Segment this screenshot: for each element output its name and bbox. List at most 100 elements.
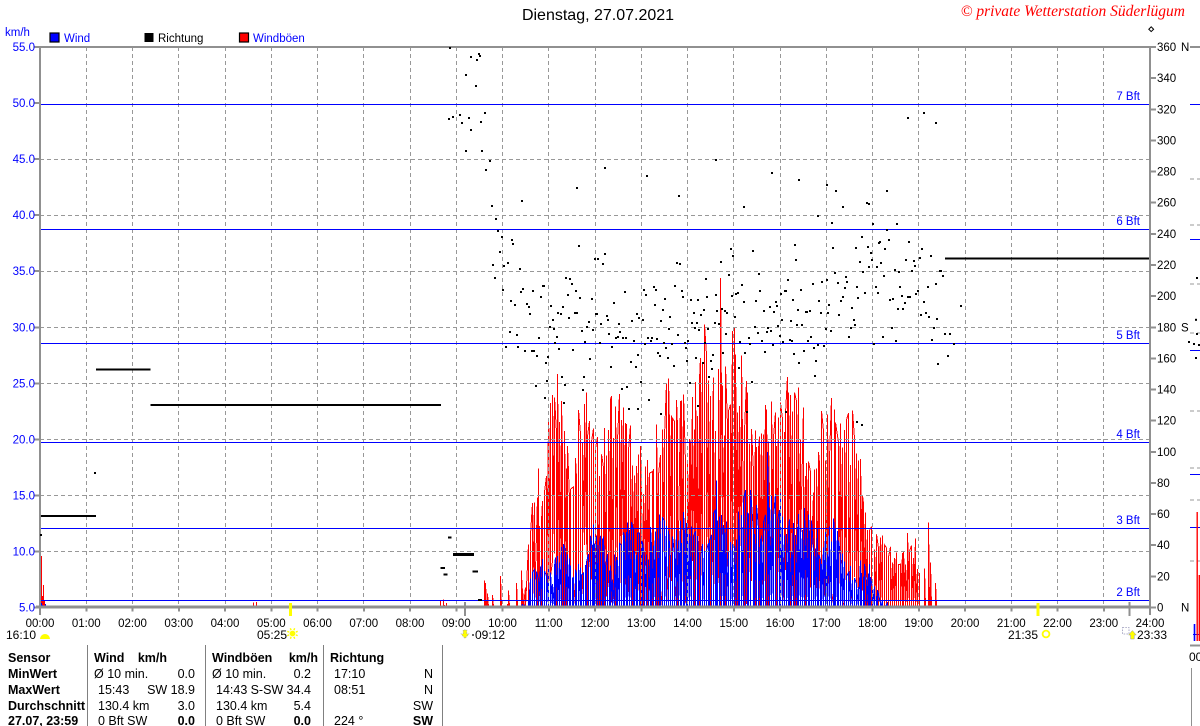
svg-text:180: 180 [1157, 322, 1176, 334]
svg-text:N: N [424, 683, 433, 697]
svg-text:4 Bft: 4 Bft [1116, 429, 1140, 441]
svg-text:km/h: km/h [138, 651, 167, 665]
svg-text:07:00: 07:00 [349, 618, 378, 630]
svg-text:02:00: 02:00 [118, 618, 147, 630]
svg-text:Ø 10 min.: Ø 10 min. [212, 667, 266, 681]
svg-text:20: 20 [1157, 571, 1170, 583]
svg-text:320: 320 [1157, 104, 1176, 116]
svg-text:5 Bft: 5 Bft [1116, 330, 1140, 342]
svg-text:15:43: 15:43 [98, 683, 129, 697]
svg-text:13:00: 13:00 [627, 618, 656, 630]
svg-text:MaxWert: MaxWert [8, 683, 61, 697]
svg-text:18:00: 18:00 [858, 618, 887, 630]
svg-text:Windböen: Windböen [253, 33, 305, 45]
svg-text:08:00: 08:00 [396, 618, 425, 630]
svg-text:N: N [1181, 603, 1189, 615]
svg-text:01:00: 01:00 [72, 618, 101, 630]
svg-text:0.2: 0.2 [294, 667, 311, 681]
svg-text:22:00: 22:00 [1043, 618, 1072, 630]
svg-text:Richtung: Richtung [158, 33, 203, 45]
svg-text:20:00: 20:00 [951, 618, 980, 630]
svg-text:20.0: 20.0 [13, 434, 35, 446]
svg-text:14:00: 14:00 [673, 618, 702, 630]
svg-text:240: 240 [1157, 229, 1176, 241]
svg-text:200: 200 [1157, 291, 1176, 303]
svg-text:08:51: 08:51 [334, 683, 365, 697]
svg-text:16:10: 16:10 [6, 628, 36, 642]
svg-text:14:43: 14:43 [216, 683, 247, 697]
svg-text:Wind: Wind [94, 651, 124, 665]
svg-text:Sensor: Sensor [8, 651, 51, 665]
svg-text:360: 360 [1157, 42, 1176, 54]
svg-text:17:10: 17:10 [334, 667, 365, 681]
svg-text:10.0: 10.0 [13, 547, 35, 559]
svg-text:25.0: 25.0 [13, 378, 35, 390]
svg-text:140: 140 [1157, 385, 1176, 397]
svg-text:km/h: km/h [289, 651, 318, 665]
svg-text:km/h: km/h [5, 27, 30, 39]
svg-text:35.0: 35.0 [13, 266, 35, 278]
svg-text:17:00: 17:00 [812, 618, 841, 630]
svg-text:6 Bft: 6 Bft [1116, 216, 1140, 228]
svg-text:Wind: Wind [64, 33, 90, 45]
svg-text:100: 100 [1157, 447, 1176, 459]
svg-text:5.0: 5.0 [19, 603, 35, 615]
svg-text:50.0: 50.0 [13, 98, 35, 110]
svg-text:3.0: 3.0 [178, 699, 195, 713]
svg-text:30.0: 30.0 [13, 322, 35, 334]
svg-text:03:00: 03:00 [164, 618, 193, 630]
svg-text:120: 120 [1157, 416, 1176, 428]
svg-text:340: 340 [1157, 73, 1176, 85]
svg-text:10:00: 10:00 [488, 618, 517, 630]
svg-text:23:33: 23:33 [1137, 628, 1167, 642]
svg-text:5.4: 5.4 [294, 699, 311, 713]
svg-text:0 Bft SW: 0 Bft SW [216, 714, 266, 726]
svg-text:27.07, 23:59: 27.07, 23:59 [8, 714, 78, 726]
svg-text:N: N [424, 667, 433, 681]
svg-text:SW: SW [413, 699, 433, 713]
svg-text:0 Bft SW: 0 Bft SW [98, 714, 148, 726]
svg-text:04:00: 04:00 [211, 618, 240, 630]
svg-text:05:25: 05:25 [257, 628, 287, 642]
svg-text:Dienstag, 27.07.2021: Dienstag, 27.07.2021 [522, 7, 674, 24]
svg-text:0.0: 0.0 [178, 667, 195, 681]
svg-text:MinWert: MinWert [8, 667, 58, 681]
svg-text:SW: SW [413, 714, 433, 726]
svg-text:280: 280 [1157, 167, 1176, 179]
svg-text:2 Bft: 2 Bft [1116, 587, 1140, 599]
svg-text:21:00: 21:00 [997, 618, 1026, 630]
svg-text:00: 00 [1189, 650, 1200, 664]
svg-text:130.4 km: 130.4 km [98, 699, 149, 713]
svg-text:220: 220 [1157, 260, 1176, 272]
svg-text:Ø 10 min.: Ø 10 min. [94, 667, 148, 681]
svg-text:© private Wetterstation Süderl: © private Wetterstation Süderlügum [961, 3, 1185, 20]
svg-text:23:00: 23:00 [1089, 618, 1118, 630]
svg-text:24:00: 24:00 [1136, 618, 1165, 630]
svg-text:21:35: 21:35 [1008, 628, 1038, 642]
svg-text:160: 160 [1157, 353, 1176, 365]
svg-text:12:00: 12:00 [581, 618, 610, 630]
svg-text:11:00: 11:00 [535, 618, 563, 630]
svg-text:55.0: 55.0 [13, 42, 35, 54]
svg-text:80: 80 [1157, 478, 1170, 490]
svg-text:40.0: 40.0 [13, 210, 35, 222]
svg-text:224 °: 224 ° [334, 714, 363, 726]
svg-text:0.0: 0.0 [294, 714, 311, 726]
svg-text:130.4 km: 130.4 km [216, 699, 267, 713]
svg-text:09:12: 09:12 [475, 628, 505, 642]
svg-text:16:00: 16:00 [766, 618, 795, 630]
svg-text:15:00: 15:00 [719, 618, 748, 630]
svg-text:3 Bft: 3 Bft [1116, 515, 1140, 527]
svg-text:0.0: 0.0 [178, 714, 195, 726]
svg-text:09:00: 09:00 [442, 618, 471, 630]
svg-text:Windböen: Windböen [212, 651, 272, 665]
svg-text:05:00: 05:00 [257, 618, 286, 630]
svg-text:15.0: 15.0 [13, 490, 35, 502]
svg-text:06:00: 06:00 [303, 618, 332, 630]
svg-text:7 Bft: 7 Bft [1116, 91, 1140, 103]
svg-text:Durchschnitt: Durchschnitt [8, 699, 86, 713]
svg-text:45.0: 45.0 [13, 154, 35, 166]
svg-text:SW 18.9: SW 18.9 [147, 683, 195, 697]
svg-text:260: 260 [1157, 198, 1176, 210]
svg-text:00:00: 00:00 [26, 618, 55, 630]
